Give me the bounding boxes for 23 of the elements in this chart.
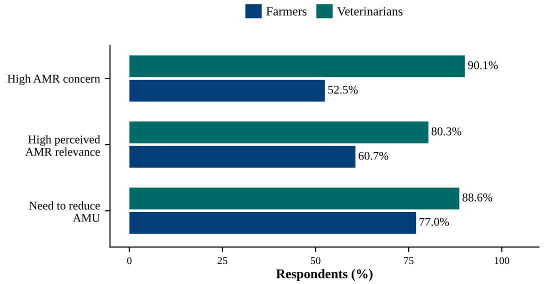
data-label: 88.6% <box>462 193 492 202</box>
bar <box>129 212 416 234</box>
y-tick-label: High AMR concern <box>7 74 100 86</box>
legend-label: Farmers <box>266 7 307 16</box>
bar <box>129 55 465 78</box>
x-tick-label: 0 <box>127 257 132 264</box>
x-tick-label: 75 <box>404 257 414 264</box>
data-label: 60.7% <box>358 152 388 160</box>
x-axis-title: Respondents (%) <box>276 269 372 281</box>
y-tick-label: Need to reduce AMU <box>29 201 100 222</box>
x-tick-label: 50 <box>310 257 320 264</box>
x-tick-label: 100 <box>494 257 510 264</box>
bar <box>129 121 428 144</box>
y-tick-label: High perceived AMR relevance <box>25 135 100 156</box>
data-label: 77.0% <box>420 218 449 226</box>
bar <box>129 146 356 168</box>
bar <box>129 80 325 102</box>
data-label: 90.1% <box>468 61 498 70</box>
data-label: 80.3% <box>432 127 462 136</box>
x-tick-label: 25 <box>218 257 228 264</box>
legend-label: Veterinarians <box>337 7 402 16</box>
data-label: 52.5% <box>328 86 358 94</box>
bar <box>129 188 460 210</box>
